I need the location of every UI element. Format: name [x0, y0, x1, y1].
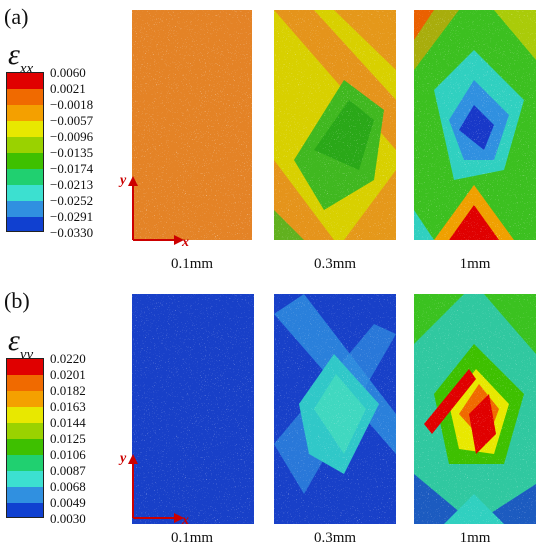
caption-a-0.1mm: 0.1mm: [170, 256, 214, 272]
tick-label: 0.0125: [50, 431, 86, 446]
tick-label: 0.0068: [50, 479, 86, 494]
tick-label: −0.0018: [50, 97, 94, 112]
tick-label: 0.0182: [50, 383, 86, 398]
colorbar-swatch: [7, 391, 43, 407]
axis-x-label: x: [181, 513, 189, 528]
caption-b-1mm: 1mm: [459, 530, 491, 546]
tick-label: −0.0252: [50, 193, 94, 208]
tick-label: −0.0174: [50, 161, 94, 176]
strain-map-b-0.3mm: [274, 294, 396, 524]
colorbar-swatch: [7, 105, 43, 121]
tick-label: −0.0291: [50, 209, 94, 224]
axis-x-label: x: [181, 235, 189, 250]
panel-a-label: (a): [4, 4, 29, 29]
axes-indicator-b: y x: [118, 446, 198, 528]
colorbar-swatch: [7, 439, 43, 455]
tick-label: 0.0220: [50, 351, 86, 366]
strain-map-a-0.3mm: [274, 10, 396, 240]
tick-label: −0.0213: [50, 177, 94, 192]
colorbar-swatch: [7, 217, 43, 231]
colorbar: [6, 72, 44, 232]
colorbar: [6, 358, 44, 518]
colorbar-swatch: [7, 185, 43, 201]
colorbar-swatch: [7, 121, 43, 137]
tick-label: −0.0330: [50, 225, 94, 240]
tick-label: 0.0087: [50, 463, 86, 478]
colorbar-swatch: [7, 73, 43, 89]
axes-indicator-a: y x: [118, 168, 198, 250]
colorbar-swatch: [7, 471, 43, 487]
tick-label: 0.0060: [50, 65, 86, 80]
caption-b-0.1mm: 0.1mm: [170, 530, 214, 546]
strain-map-b-0.1mm: [132, 294, 254, 524]
axis-y-label: y: [118, 451, 127, 466]
panel-b-label: (b): [4, 288, 30, 313]
caption-a-0.3mm: 0.3mm: [313, 256, 357, 272]
colorbar-swatch: [7, 487, 43, 503]
tick-label: 0.0106: [50, 447, 86, 462]
colorbar-swatch: [7, 153, 43, 169]
tick-label: 0.0030: [50, 511, 86, 526]
legend-eyy: εyy 0.0220 0.0201 0.0182 0.0163 0.0144 0…: [6, 326, 126, 526]
strain-map-b-1mm: [414, 294, 536, 524]
tick-label: 0.0163: [50, 399, 86, 414]
colorbar-swatch: [7, 503, 43, 517]
colorbar-swatch: [7, 455, 43, 471]
colorbar-swatch: [7, 375, 43, 391]
colorbar-swatch: [7, 201, 43, 217]
axis-y-label: y: [118, 173, 127, 188]
tick-label: 0.0021: [50, 81, 86, 96]
colorbar-swatch: [7, 137, 43, 153]
colorbar-swatch: [7, 89, 43, 105]
colorbar-swatch: [7, 423, 43, 439]
tick-label: 0.0049: [50, 495, 86, 510]
legend-exx: εxx 0.0060 0.0021 −0.0018 −0.0057 −0.009…: [6, 40, 126, 240]
colorbar-swatch: [7, 169, 43, 185]
tick-label: −0.0096: [50, 129, 94, 144]
colorbar-swatch: [7, 359, 43, 375]
tick-label: −0.0135: [50, 145, 94, 160]
colorbar-swatch: [7, 407, 43, 423]
tick-label: 0.0144: [50, 415, 86, 430]
tick-label: −0.0057: [50, 113, 94, 128]
tick-label: 0.0201: [50, 367, 86, 382]
strain-map-a-1mm: [414, 10, 536, 240]
caption-a-1mm: 1mm: [459, 256, 491, 272]
strain-map-a-0.1mm: [132, 10, 252, 240]
caption-b-0.3mm: 0.3mm: [313, 530, 357, 546]
